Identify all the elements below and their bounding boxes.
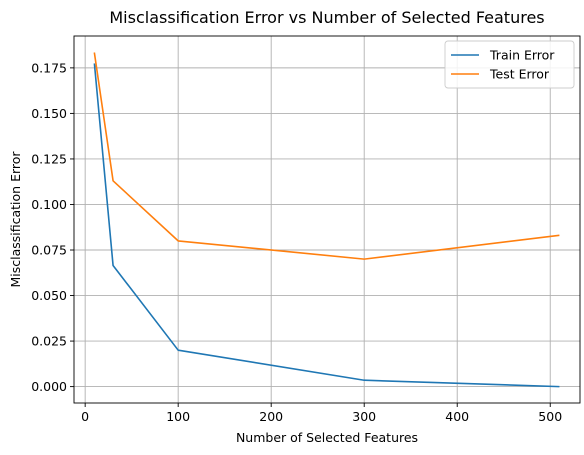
x-tick-label: 300	[352, 409, 376, 424]
y-tick-label: 0.175	[31, 60, 67, 75]
x-tick-label: 400	[445, 409, 469, 424]
x-tick-label: 100	[166, 409, 190, 424]
legend-label-train-error: Train Error	[489, 48, 555, 63]
series-line-test-error	[93, 52, 560, 260]
y-axis: 0.000 0.025 0.050 0.075 0.100 0.125 0.150 0.175	[31, 60, 74, 394]
legend-label-test-error: Test Error	[489, 67, 550, 82]
y-axis-label: Misclassification Error	[8, 151, 23, 288]
x-axis: 0 100 200 300 400 500	[81, 403, 562, 424]
y-tick-label: 0.000	[31, 379, 67, 394]
y-tick-label: 0.025	[31, 334, 67, 349]
y-tick-label: 0.150	[31, 106, 67, 121]
y-tick-label: 0.075	[31, 243, 67, 258]
legend: Train Error Test Error	[444, 40, 575, 89]
series-line-train-error	[93, 63, 560, 388]
x-tick-label: 0	[81, 409, 89, 424]
plot-area	[73, 35, 581, 404]
chart-title: Misclassification Error vs Number of Sel…	[109, 8, 544, 27]
grid	[74, 36, 580, 403]
series-layer	[93, 52, 560, 388]
y-tick-label: 0.100	[31, 197, 67, 212]
x-tick-label: 200	[259, 409, 283, 424]
x-tick-label: 500	[538, 409, 562, 424]
legend-box	[444, 40, 575, 89]
y-tick-label: 0.125	[31, 151, 67, 166]
x-axis-label: Number of Selected Features	[236, 430, 418, 445]
y-tick-label: 0.050	[31, 288, 67, 303]
